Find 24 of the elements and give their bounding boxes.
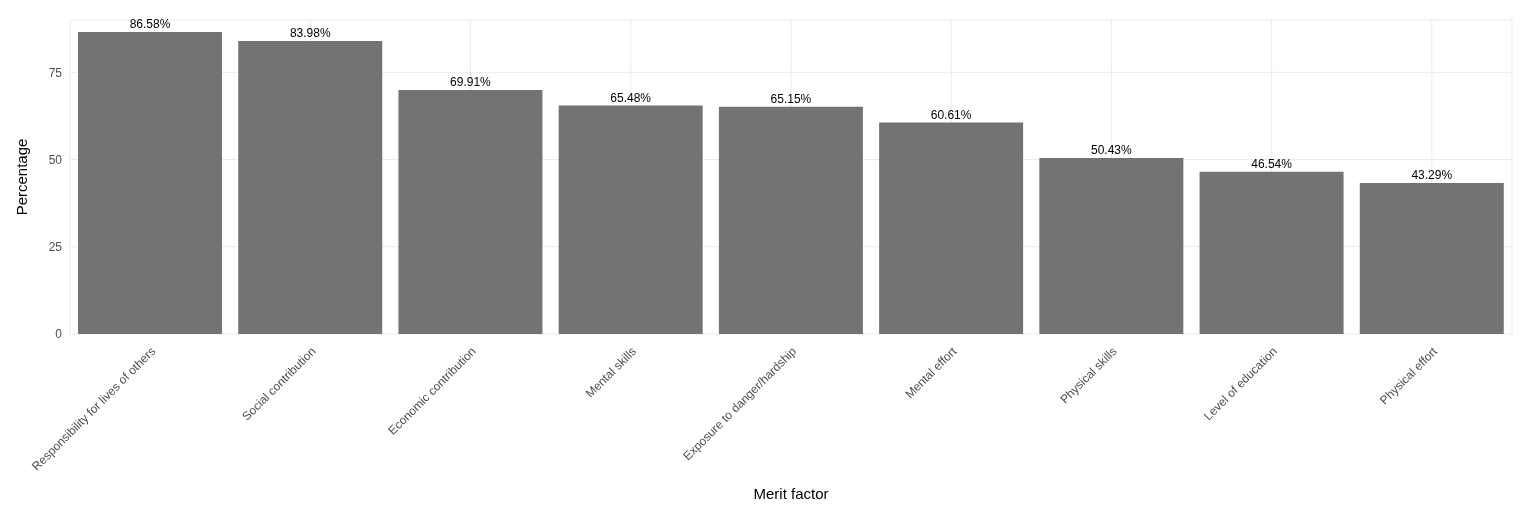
bar	[879, 122, 1024, 334]
bar	[78, 31, 223, 334]
data-label: 50.43%	[1090, 143, 1133, 158]
data-label: 43.29%	[1411, 167, 1453, 182]
y-axis-title: Percentage	[13, 138, 31, 216]
data-label: 46.54%	[1251, 156, 1293, 171]
bar	[1199, 171, 1344, 334]
bar	[398, 90, 543, 334]
data-label: 69.91%	[450, 75, 492, 90]
bar	[718, 106, 863, 334]
y-tick-label: 0	[55, 327, 63, 342]
y-tick-label: 25	[48, 240, 63, 255]
data-label: 65.48%	[610, 90, 652, 105]
bar	[1359, 182, 1504, 334]
data-label: 83.98%	[289, 26, 331, 40]
data-label: 65.15%	[770, 91, 812, 106]
bar	[558, 105, 703, 334]
y-tick-label: 50	[48, 152, 63, 167]
data-label: 86.58%	[129, 16, 171, 31]
data-label: 60.61%	[930, 107, 972, 122]
x-axis-title: Merit factor	[753, 485, 829, 502]
bar	[1039, 158, 1184, 334]
bar	[238, 41, 383, 334]
y-tick-label: 75	[48, 65, 63, 80]
